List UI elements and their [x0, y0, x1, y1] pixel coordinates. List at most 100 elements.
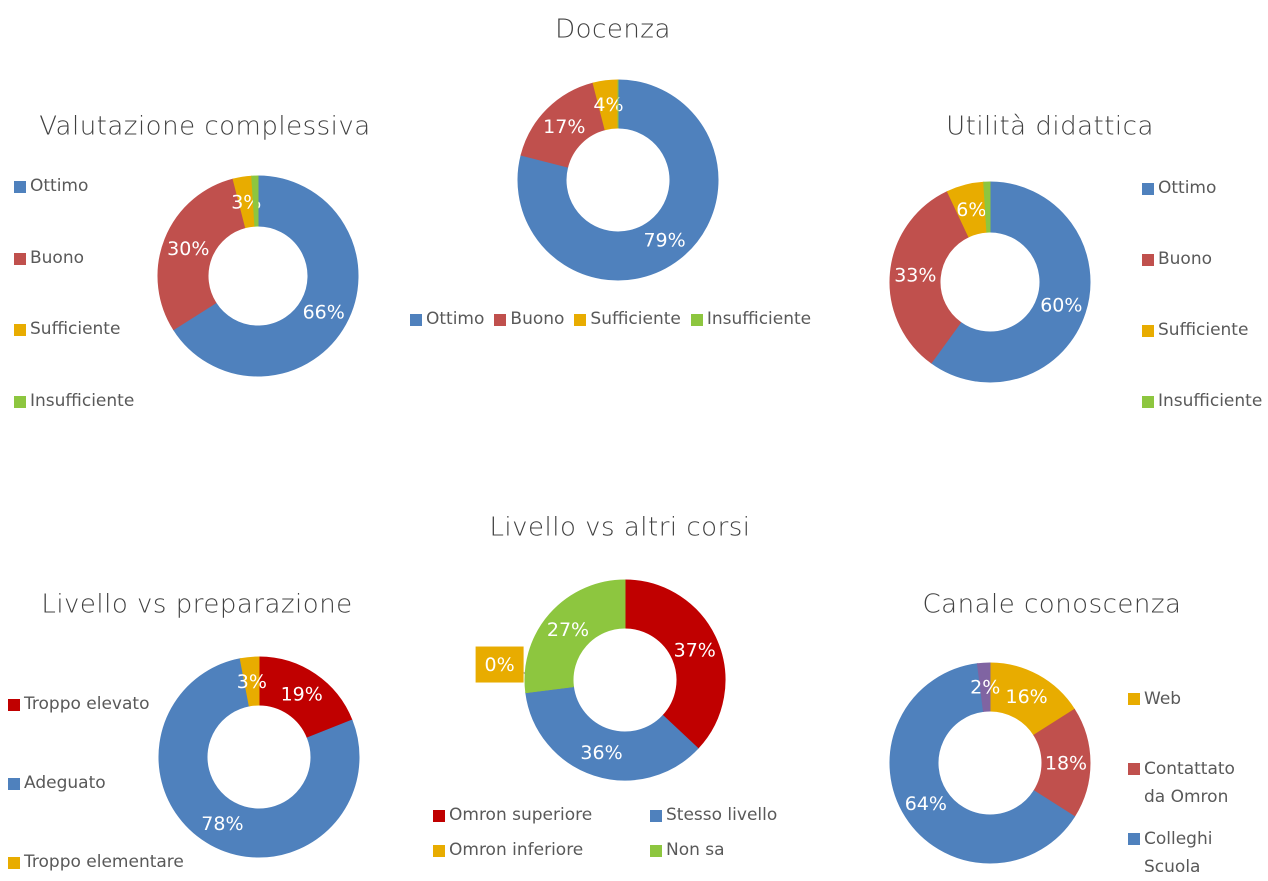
data-label: 66% — [303, 302, 345, 324]
legend-swatch — [650, 845, 662, 857]
legend-label: Buono — [510, 309, 565, 329]
legend: Ottimo Buono Sufficiente Insufficiente — [410, 309, 811, 329]
legend-label: Web — [1144, 689, 1182, 709]
legend-swatch — [1142, 183, 1154, 195]
legend-item: Adeguato — [8, 773, 106, 793]
legend-swatch — [574, 314, 587, 326]
legend-item: Ottimo — [1142, 178, 1216, 198]
legend-item: Buono — [14, 248, 84, 268]
legend-label: Troppo elevato — [24, 694, 150, 714]
donut-segment — [525, 685, 699, 781]
legend-item: Troppo elevato — [8, 694, 149, 714]
donut-segment — [524, 579, 626, 694]
legend-swatch — [14, 395, 26, 408]
legend-item: Troppo elementare — [8, 852, 184, 872]
donut-chart: Livello vs preparazione 19% 78% 3% — [41, 590, 360, 858]
legend-swatch — [1142, 325, 1154, 337]
donut-chart: Livello vs altri corsi 37% 36% 0% 27% — [475, 513, 750, 781]
legend-label: Insufficiente — [30, 390, 135, 411]
legend-label: Sufficiente — [590, 309, 681, 329]
legend-item: Omron superiore — [433, 805, 650, 825]
data-label: 16% — [1005, 686, 1047, 708]
donut-segment — [976, 662, 991, 712]
legend-label: Insufficiente — [706, 309, 812, 329]
legend-swatch — [1142, 254, 1154, 266]
data-label: 60% — [1040, 295, 1082, 317]
legend-item: Insufficiente — [690, 309, 812, 329]
data-label: 0% — [485, 654, 515, 676]
donut-segment — [983, 181, 991, 233]
chart-title: Valutazione complessiva — [39, 112, 370, 142]
chart-title: Canale conoscenza — [923, 590, 1182, 620]
legend-swatch — [1128, 693, 1140, 705]
donut-chart: Utilità didattica 60% 33% 6% — [889, 112, 1154, 383]
legend-item: Ottimo — [14, 176, 88, 196]
legend-item: Sufficiente — [1142, 320, 1248, 340]
legend-swatch — [8, 699, 20, 711]
legend-swatch — [433, 845, 445, 857]
donut-segment — [930, 181, 1091, 383]
data-label: 78% — [201, 813, 243, 835]
chart-title: Docenza — [555, 15, 671, 45]
legend: Omron superiore Stesso livello Omron infer… — [433, 805, 867, 860]
legend-label: Buono — [1158, 249, 1213, 269]
donut-segment — [157, 178, 247, 331]
legend-item: Insufficiente — [1142, 391, 1262, 411]
data-label: 2% — [970, 677, 1000, 699]
legend-label: Omron inferiore — [449, 840, 584, 860]
data-label: 4% — [593, 94, 623, 116]
data-label: 3% — [237, 671, 267, 693]
legend-item: Sufficiente — [574, 309, 681, 329]
legend-label: Troppo elementare — [24, 852, 184, 872]
legend-item: Insufficiente — [14, 391, 134, 411]
legend-item: Omron inferiore — [433, 840, 650, 860]
legend-swatch — [494, 314, 507, 326]
legend-item: Buono — [494, 309, 564, 329]
legend-swatch — [8, 857, 20, 869]
data-label: 18% — [1045, 753, 1087, 775]
data-label: 27% — [547, 619, 589, 641]
legend-label: Colleghi Scuola — [1144, 829, 1213, 877]
legend-item: Sufficiente — [14, 319, 120, 339]
legend-item: Buono — [1142, 249, 1212, 269]
data-label: 17% — [543, 116, 585, 138]
legend-swatch — [433, 810, 445, 822]
donut-chart: Canale conoscenza 16% 18% 64% 2% — [889, 590, 1182, 864]
donut-segment — [889, 190, 970, 364]
data-label: 36% — [580, 742, 622, 764]
legend-label: Non sa — [666, 840, 725, 860]
legend-item: Web — [1128, 685, 1181, 713]
legend-swatch — [690, 314, 703, 326]
legend-label: Insufficiente — [1158, 391, 1263, 411]
legend-item: Stesso livello — [650, 805, 867, 825]
donut-segment — [251, 175, 259, 227]
legend-swatch — [14, 324, 26, 336]
legend-label: Buono — [30, 247, 85, 268]
donut-segment — [624, 579, 726, 750]
data-label: 64% — [905, 793, 947, 815]
legend-swatch — [1128, 763, 1140, 775]
data-label: 6% — [956, 199, 986, 221]
legend-label: Sufficiente — [30, 319, 121, 339]
chart-title: Livello vs altri corsi — [489, 513, 750, 543]
data-label: 30% — [167, 238, 209, 260]
legend-swatch — [14, 252, 26, 265]
legend-swatch — [650, 810, 662, 822]
donut-chart: Docenza 79% 17% 4% — [517, 15, 719, 281]
data-label: 33% — [894, 264, 936, 286]
legend-swatch — [1128, 833, 1140, 845]
chart-title: Livello vs preparazione — [41, 590, 352, 620]
legend-label: Ottimo — [30, 176, 89, 196]
data-label: 19% — [281, 684, 323, 706]
chart-title: Utilità didattica — [946, 112, 1154, 142]
legend-item: Colleghi Scuola — [1128, 825, 1212, 881]
legend-swatch — [410, 314, 422, 326]
legend-label: Stesso livello — [666, 805, 778, 825]
donut-segment — [889, 663, 1076, 864]
legend-item: Contattato da Omron — [1128, 755, 1235, 811]
legend-item: Non sa — [650, 840, 867, 860]
donut-segment — [239, 656, 260, 707]
legend-label: Ottimo — [426, 309, 485, 329]
legend-swatch — [8, 778, 20, 790]
